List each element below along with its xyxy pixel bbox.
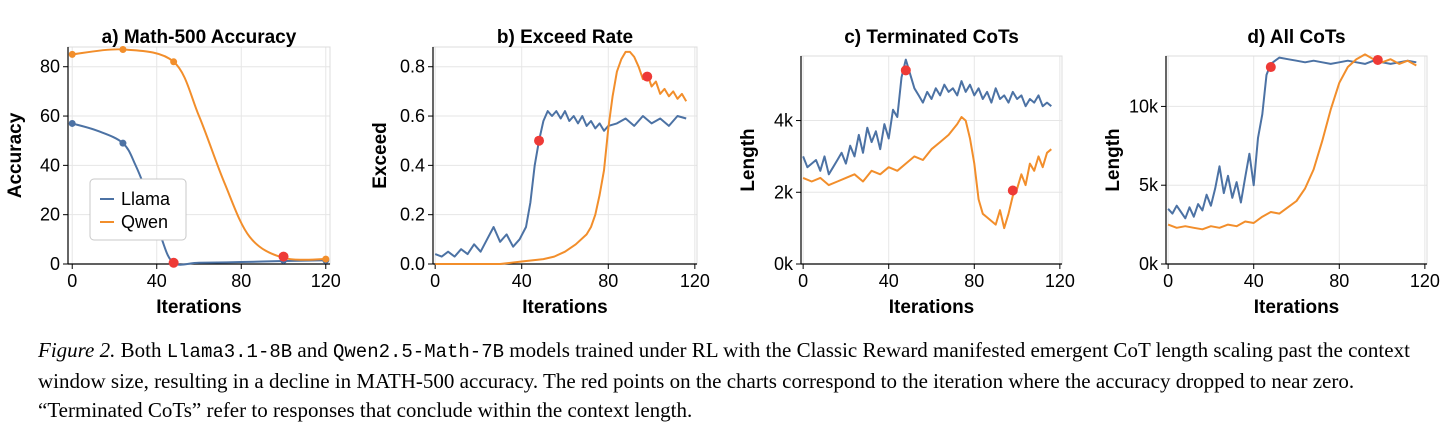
- x-tick-label: 40: [879, 271, 899, 291]
- accuracy-drop-marker: [642, 71, 653, 82]
- chart-panel-3: 0 40 80 120 0k 5k 10k d) All CoTs Iterations Leng…: [1103, 27, 1440, 318]
- caption-text-c: models trained under RL with the Classic…: [38, 338, 1410, 422]
- x-tick-label: 120: [311, 271, 341, 291]
- y-tick-label: 0k: [774, 254, 794, 274]
- y-axis-label: Length: [738, 128, 759, 191]
- y-tick-label: 5k: [1139, 175, 1159, 195]
- chart-panel-0: 0 40 80 120 0 20 40 60 80 a) Math-500 Accuracy Ite…: [5, 27, 341, 318]
- y-tick-label: 0.2: [400, 205, 425, 225]
- caption-model-llama: Llama3.1-8B: [166, 341, 293, 363]
- y-tick-label: 0: [50, 254, 60, 274]
- chart-title: b) Exceed Rate: [497, 27, 633, 48]
- series-line-qwen: [802, 116, 1052, 230]
- series-line-llama: [1167, 56, 1417, 220]
- x-axis-label: Iterations: [522, 297, 608, 318]
- x-tick-label: 80: [598, 271, 618, 291]
- x-tick-label: 120: [680, 271, 710, 291]
- y-tick-label: 0.8: [400, 57, 425, 77]
- accuracy-drop-marker: [278, 251, 289, 262]
- x-tick-label: 120: [1410, 271, 1440, 291]
- series-point-llama: [119, 139, 127, 147]
- x-tick-label: 80: [231, 271, 251, 291]
- x-tick-label: 0: [1163, 271, 1173, 291]
- chart-title: c) Terminated CoTs: [844, 27, 1019, 48]
- accuracy-drop-marker: [1372, 54, 1383, 65]
- chart-panel-1: 0 40 80 120 0.0 0.2 0.4 0.6 0.8 b) Exceed Rate Ite…: [370, 27, 710, 318]
- y-tick-label: 60: [40, 106, 60, 126]
- legend-label-llama: Llama: [121, 189, 171, 209]
- y-tick-label: 0.6: [400, 106, 425, 126]
- chart-panel-2: 0 40 80 120 0k 2k 4k c) Terminated CoTs Iteratio…: [738, 27, 1075, 318]
- series-point-qwen: [170, 58, 178, 66]
- y-tick-label: 10k: [1129, 96, 1159, 116]
- series-line-llama: [802, 58, 1052, 176]
- chart-title: d) All CoTs: [1247, 27, 1345, 48]
- caption-text-b: and: [292, 338, 333, 362]
- y-tick-label: 2k: [774, 182, 794, 202]
- charts-figure: 0 40 80 120 0 20 40 60 80 a) Math-500 Accuracy Ite…: [5, 27, 1440, 318]
- x-tick-label: 40: [512, 271, 532, 291]
- legend-box: [89, 178, 187, 241]
- x-tick-label: 80: [1329, 271, 1349, 291]
- x-tick-label: 40: [1244, 271, 1264, 291]
- accuracy-drop-marker: [1265, 62, 1276, 73]
- x-axis-label: Iterations: [156, 297, 242, 318]
- y-tick-label: 4k: [774, 111, 794, 131]
- y-axis-label: Exceed: [370, 122, 391, 189]
- y-tick-label: 40: [40, 155, 60, 175]
- legend-label-qwen: Qwen: [121, 212, 168, 232]
- caption-model-qwen: Qwen2.5-Math-7B: [332, 341, 505, 363]
- series-line-qwen: [435, 50, 688, 265]
- y-tick-label: 0.0: [400, 254, 425, 274]
- x-tick-label: 120: [1045, 271, 1075, 291]
- x-tick-label: 0: [67, 271, 77, 291]
- accuracy-drop-marker: [168, 257, 179, 268]
- caption-text-a: Both: [120, 338, 167, 362]
- y-tick-label: 0k: [1139, 254, 1159, 274]
- caption-figure-label: Figure 2.: [38, 338, 116, 362]
- accuracy-drop-marker: [900, 65, 911, 76]
- chart-title: a) Math-500 Accuracy: [102, 27, 297, 48]
- x-axis-label: Iterations: [1254, 297, 1340, 318]
- y-axis-label: Accuracy: [5, 112, 26, 198]
- series-point-qwen: [119, 45, 127, 53]
- y-axis-label: Length: [1103, 128, 1124, 191]
- plot-frame: [800, 55, 1063, 265]
- plot-frame: [1165, 55, 1428, 265]
- accuracy-drop-marker: [534, 135, 545, 146]
- accuracy-drop-marker: [1007, 185, 1018, 196]
- y-tick-label: 20: [40, 205, 60, 225]
- x-tick-label: 80: [964, 271, 984, 291]
- series-point-qwen: [68, 50, 76, 58]
- y-tick-label: 0.4: [400, 155, 425, 175]
- figure-caption: Figure 2. Both Llama3.1-8B and Qwen2.5-M…: [38, 336, 1438, 425]
- x-axis-label: Iterations: [889, 297, 975, 318]
- y-tick-label: 80: [40, 57, 60, 77]
- x-tick-label: 0: [430, 271, 440, 291]
- series-point-qwen: [322, 255, 330, 263]
- x-tick-label: 40: [147, 271, 167, 291]
- series-point-llama: [68, 119, 76, 127]
- x-tick-label: 0: [798, 271, 808, 291]
- plot-frame: [432, 46, 698, 265]
- series-line-llama: [434, 110, 687, 258]
